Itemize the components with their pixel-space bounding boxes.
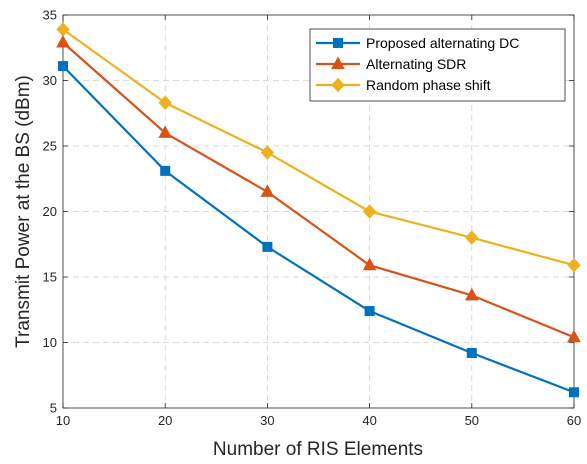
data-point-random-phase-shift [362,204,377,219]
x-tick-label: 30 [260,413,274,428]
data-point-alternating-sdr [56,34,70,48]
y-tick-label: 35 [43,8,57,23]
y-tick-label: 5 [50,401,57,416]
y-tick-label: 10 [43,335,57,350]
data-point-alternating-sdr [567,329,581,343]
x-tick-label: 50 [465,413,479,428]
y-tick-label: 20 [43,204,57,219]
legend-label: Random phase shift [366,77,491,93]
data-point-proposed-alternating-dc [466,347,477,358]
legend-marker [331,77,345,93]
data-point-proposed-alternating-dc [569,387,579,398]
data-point-proposed-alternating-dc [262,241,273,252]
x-tick-label: 40 [362,413,376,428]
data-point-alternating-sdr [158,125,173,138]
y-tick-label: 15 [43,270,57,285]
data-point-proposed-alternating-dc [364,306,375,317]
x-tick-label: 60 [567,413,581,428]
data-point-alternating-sdr [260,184,275,197]
legend-entry-random-phase-shift: Random phase shift [316,77,491,93]
data-point-random-phase-shift [158,95,172,111]
data-point-proposed-alternating-dc [160,165,171,176]
y-tick-label: 30 [43,73,57,88]
series-line-random-phase-shift [62,28,575,267]
x-tick-label: 10 [56,413,70,428]
data-point-proposed-alternating-dc [58,61,68,72]
y-axis-label: Transmit Power at the BS (dBm) [13,75,34,348]
data-point-random-phase-shift [260,145,275,160]
legend-label: Alternating SDR [366,56,466,72]
series-group [56,22,581,398]
legend-marker [333,38,343,48]
data-point-random-phase-shift [567,257,581,273]
y-tick-label: 25 [43,139,57,154]
series-proposed-alternating-dc [58,61,579,398]
series-line-proposed-alternating-dc [62,65,575,394]
legend-entry-proposed-alternating-dc: Proposed alternating DC [316,35,519,51]
series-alternating-sdr [56,34,581,343]
legend-label: Proposed alternating DC [366,35,519,51]
data-point-alternating-sdr [362,257,377,271]
legend: Proposed alternating DC Alternating SDR Ra… [309,28,566,102]
x-tick-label: 20 [158,413,172,428]
legend-entry-alternating-sdr: Alternating SDR [316,56,466,72]
x-axis-label: Number of RIS Elements [213,439,423,460]
data-point-alternating-sdr [464,287,479,301]
data-point-random-phase-shift [465,230,479,245]
legend-marker [331,56,345,69]
series-line-alternating-sdr [62,41,575,339]
